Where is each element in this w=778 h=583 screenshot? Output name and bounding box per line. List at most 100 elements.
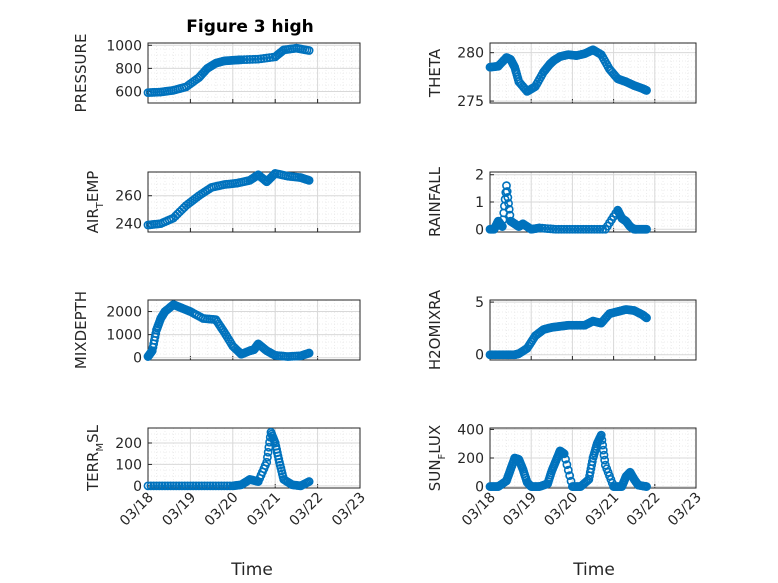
x-tick-label: 03/19 (159, 490, 199, 530)
y-tick-label: 2 (475, 168, 484, 184)
y-tick-label: 400 (457, 422, 484, 438)
data-point (587, 224, 597, 234)
data-point (163, 481, 173, 491)
subplot-rainfall: 0 1 2 RAINFALL (426, 166, 697, 238)
y-tick-label: 0 (475, 348, 484, 364)
y-axis-label-rainfall: RAINFALL (426, 166, 444, 237)
data-point (504, 204, 514, 214)
data-point (169, 481, 178, 491)
y-tick-label: 0 (475, 222, 484, 238)
data-point (642, 482, 651, 491)
data-point (194, 481, 204, 491)
subplot-pressure: 600 800 1000 PRESSURE (72, 34, 361, 113)
x-tick-label: 03/22 (624, 490, 664, 530)
data-point (589, 224, 599, 234)
y-tick-label: 100 (115, 457, 142, 473)
data-point (578, 224, 588, 234)
x-tick-label: 03/19 (500, 490, 540, 530)
data-point (504, 198, 513, 208)
subplot-air_temp: 240 260 AIRTEMP (84, 168, 361, 234)
x-tick-label: 03/23 (329, 490, 369, 530)
axes-box (489, 427, 697, 489)
x-tick-label: 03/22 (287, 490, 327, 530)
data-point (180, 481, 190, 491)
data-point (642, 86, 651, 95)
y-tick-label: 800 (115, 61, 142, 77)
data-point (188, 481, 198, 491)
figure-title: Figure 3 high (186, 17, 314, 37)
y-tick-label: 200 (457, 451, 484, 467)
x-tick-label: 03/20 (202, 490, 242, 530)
data-point (149, 481, 159, 491)
data-point (561, 454, 570, 464)
y-tick-label: 260 (115, 189, 142, 205)
data-point (573, 224, 583, 234)
data-point (304, 348, 314, 358)
y-tick-label: 0 (133, 351, 142, 367)
data-point (154, 481, 164, 491)
axes-box (489, 42, 697, 104)
data-point (263, 447, 273, 457)
data-point (262, 457, 272, 467)
y-axis-label-h2omixra: H2OMIXRA (426, 289, 444, 370)
data-point (171, 481, 181, 491)
data-point (595, 224, 605, 234)
data-point (502, 187, 512, 196)
data-point (587, 457, 597, 466)
x-tick-label: 03/21 (244, 490, 284, 530)
axes-box (147, 171, 361, 233)
subplot-mixdepth: 0 1000 2000 MIXDEPTH (72, 291, 361, 369)
data-point (576, 224, 586, 234)
data-point (642, 313, 651, 323)
y-axis-label-pressure: PRESSURE (72, 34, 90, 113)
data-point (211, 481, 221, 491)
data-point (304, 175, 314, 185)
data-point (248, 54, 257, 64)
data-point (219, 481, 229, 491)
x-tick-label: 03/23 (665, 490, 705, 530)
data-point (166, 481, 176, 491)
y-tick-label: 240 (115, 217, 142, 233)
y-axis-label-air_temp: AIRTEMP (84, 171, 106, 234)
data-point (598, 440, 608, 450)
axes-box (147, 299, 361, 361)
data-point (197, 481, 207, 491)
data-point (600, 455, 610, 465)
subplot-h2omixra: 0 5 H2OMIXRA (426, 289, 697, 370)
y-axis-label-sun_flux: SUNFLUX (426, 425, 448, 491)
data-point (563, 465, 573, 475)
y-tick-label: 2000 (106, 305, 142, 321)
data-point (242, 55, 252, 64)
data-point (174, 481, 184, 491)
data-point (559, 449, 569, 459)
y-tick-label: 275 (457, 94, 484, 110)
y-tick-label: 0 (133, 479, 142, 495)
y-tick-label: 1000 (106, 38, 142, 54)
x-tick-label: 03/21 (583, 490, 623, 530)
data-point (599, 450, 609, 460)
data-point (177, 481, 187, 491)
y-tick-label: 600 (115, 84, 142, 100)
x-tick-label: 03/18 (117, 490, 157, 530)
data-point (185, 481, 195, 491)
x-tick-label: 03/20 (541, 490, 581, 530)
y-axis-label-terr_msl: TERRMSL (84, 424, 106, 492)
y-axis-label-mixdepth: MIXDEPTH (72, 291, 90, 369)
data-point (304, 477, 314, 486)
data-point (263, 452, 272, 462)
data-point (570, 224, 580, 234)
data-point (565, 471, 575, 481)
data-point (551, 224, 561, 234)
data-point (183, 481, 192, 491)
data-point (239, 55, 249, 65)
y-axis-label-theta: THETA (426, 48, 444, 98)
y-tick-label: 200 (115, 436, 142, 452)
data-point (236, 55, 246, 65)
data-point (581, 224, 591, 234)
x-axis-label-right: Time (572, 560, 615, 580)
axes-box (147, 42, 361, 104)
y-tick-label: 0 (475, 480, 484, 496)
data-point (642, 224, 651, 234)
